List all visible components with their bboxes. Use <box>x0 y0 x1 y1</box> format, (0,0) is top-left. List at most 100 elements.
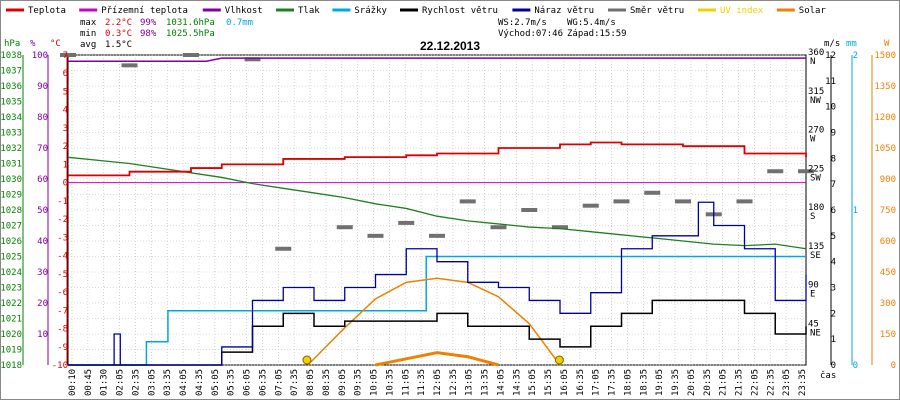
left-tick-label: 3 <box>63 124 68 134</box>
right-tick-label: 3 <box>831 284 836 294</box>
wind-direction-mark <box>336 225 353 230</box>
x-tick-label: 21:05 <box>719 369 729 396</box>
wind-direction-mark <box>767 169 784 174</box>
wind-direction-mark <box>490 225 507 230</box>
right-tick-label: 0 <box>853 361 858 371</box>
stats-wg: WG:5.4m/s <box>567 18 616 28</box>
x-tick-label: 12:05 <box>433 369 443 396</box>
right-tick-label: 750 <box>880 206 896 216</box>
left-tick-label: -2 <box>57 215 68 225</box>
right-tick-label: 1200 <box>874 113 896 123</box>
stats-min-press: 1025.5hPa <box>166 29 215 39</box>
x-tick-label: 14:35 <box>512 369 522 396</box>
left-tick-label: 1028 <box>0 206 22 216</box>
legend-label: Teplota <box>28 6 66 16</box>
left-tick-label: 1026 <box>0 237 22 247</box>
left-axis-unit: °C <box>50 39 61 49</box>
left-tick-label: 1019 <box>0 346 22 356</box>
x-tick-label: 07:05 <box>274 369 284 396</box>
left-tick-label: 1038 <box>0 51 22 61</box>
wind-direction-mark <box>60 53 76 57</box>
left-tick-label: 40 <box>37 237 48 247</box>
left-tick-label: 1021 <box>0 315 22 325</box>
legend-label: Náraz větru <box>534 6 594 16</box>
chart-title: 22.12.2013 <box>420 39 480 53</box>
stats-sunrise: Východ:07:46 <box>498 29 563 39</box>
x-tick-label: 04:05 <box>179 369 189 396</box>
humidity-line <box>68 57 806 62</box>
left-tick-label: 1018 <box>0 361 22 371</box>
x-tick-label: 04:35 <box>195 369 205 396</box>
x-tick-label: 23:05 <box>782 369 792 396</box>
right-tick-label: 12 <box>825 51 836 61</box>
left-tick-label: 100 <box>32 51 48 61</box>
left-tick-label: -5 <box>57 270 68 280</box>
left-tick-label: -8 <box>57 325 68 335</box>
x-tick-label: 11:35 <box>417 369 427 396</box>
left-tick-label: 1032 <box>0 144 22 154</box>
wind-direction-mark <box>675 199 691 204</box>
left-tick-label: 1033 <box>0 129 22 139</box>
legend-label: Směr větru <box>630 6 684 16</box>
wind-direction-mark <box>367 233 384 238</box>
x-tick-label: 01:30 <box>100 369 110 396</box>
x-tick-label: 23:35 <box>798 369 808 396</box>
right-tick-label: 0 <box>891 361 896 371</box>
solar-radiation-line <box>375 351 499 367</box>
right-axis-unit: mm <box>846 39 857 49</box>
right-tick-label: 4 <box>831 258 836 268</box>
left-tick-label: 1020 <box>0 330 22 340</box>
left-tick-label: 1036 <box>0 82 22 92</box>
stats-max-rain: 0.7mm <box>226 18 253 28</box>
legend-label: Solar <box>799 6 827 16</box>
direction-compass-label: N <box>810 57 815 67</box>
left-tick-label: 1025 <box>0 253 22 263</box>
x-tick-label: 02:35 <box>131 369 141 396</box>
left-tick-label: -1 <box>57 197 68 207</box>
x-tick-label: 22:35 <box>766 369 776 396</box>
legend-label: Tlak <box>298 6 320 16</box>
direction-compass-label: S <box>810 212 815 222</box>
x-tick-label: 10:35 <box>385 369 395 396</box>
right-tick-label: 300 <box>880 299 896 309</box>
wind-direction-mark <box>521 208 538 212</box>
wind-direction-mark <box>244 57 261 62</box>
direction-degree-label: 270 <box>808 126 824 136</box>
right-axis-unit: m/s <box>824 39 840 49</box>
right-tick-label: 1 <box>831 335 836 345</box>
wind-direction-mark <box>183 53 199 57</box>
right-tick-label: 1350 <box>874 82 896 92</box>
direction-compass-label: SE <box>810 251 821 261</box>
stats-avg-temp: 1.5°C <box>105 40 132 50</box>
x-tick-label: 15:05 <box>528 369 538 396</box>
wind-direction-mark <box>429 233 445 238</box>
wind-direction-mark <box>459 199 476 204</box>
x-tick-label: 05:35 <box>227 369 237 396</box>
left-axis-unit: hPa <box>4 39 20 49</box>
legend-label: Rychlost větru <box>422 6 498 16</box>
left-tick-label: 70 <box>37 144 48 154</box>
right-tick-label: 8 <box>831 154 836 164</box>
x-tick-label: 22:05 <box>750 369 760 396</box>
wind-gust-line <box>68 201 807 366</box>
left-tick-label: 30 <box>37 268 48 278</box>
x-tick-label: 17:35 <box>608 369 618 396</box>
right-tick-label: 1 <box>853 206 858 216</box>
wind-direction-mark <box>552 225 568 230</box>
left-axis-unit: % <box>30 39 36 49</box>
left-tick-label: 1037 <box>0 67 22 77</box>
x-tick-label: 13:35 <box>481 369 491 396</box>
right-tick-label: 7 <box>831 180 836 190</box>
direction-compass-label: W <box>810 135 816 145</box>
left-tick-label: 0 <box>63 179 68 189</box>
series-layer <box>60 53 814 367</box>
x-tick-label: 11:05 <box>401 369 411 396</box>
axes-layer: 00:10 00:45 01:30 02:05 02:35 03:05 03:35 04:05… <box>0 39 896 396</box>
stats-min-temp: 0.3°C <box>105 29 132 39</box>
wind-direction-mark <box>398 220 415 225</box>
x-tick-label: 16:35 <box>576 369 586 396</box>
left-tick-label: 80 <box>37 113 48 123</box>
wind-direction-mark <box>582 203 599 208</box>
x-tick-label: 14:05 <box>496 369 506 396</box>
